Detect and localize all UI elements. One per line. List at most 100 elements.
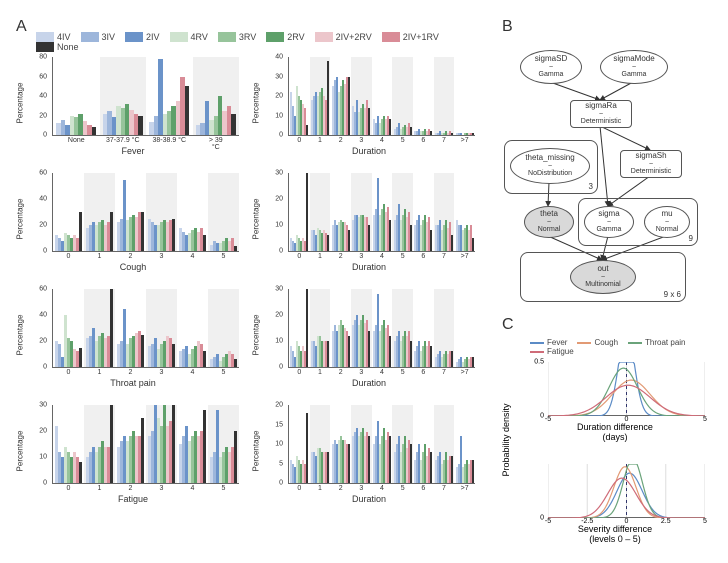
node-tilde: ~	[511, 163, 589, 171]
edge	[600, 82, 633, 100]
plot-area: -5-2.502.550	[548, 464, 705, 518]
plate-label: 9	[689, 234, 693, 243]
node-tilde: ~	[571, 274, 635, 282]
x-tick-label: 2.5	[661, 518, 671, 525]
x-tick-label: 1	[318, 369, 322, 376]
node-sigmaMode: sigmaMode~Gamma	[600, 50, 668, 84]
x-tick-label: 5	[401, 369, 405, 376]
node-dist: Gamma	[585, 226, 633, 234]
x-tick-label: 5	[703, 518, 707, 525]
y-axis-label: Percentage	[16, 315, 25, 356]
node-theta_missing: theta_missing~NoDistribution	[510, 148, 590, 184]
bar	[306, 413, 308, 483]
node-dist: Normal	[645, 226, 689, 234]
y-axis-label: Percentage	[16, 431, 25, 472]
node-tilde: ~	[621, 161, 681, 169]
density-sev: -5-2.502.550Severity difference(levels 0…	[520, 462, 710, 532]
x-tick-label: 6	[421, 369, 425, 376]
legend-label: Throat pain	[645, 338, 685, 347]
y-tick-label: 0	[43, 364, 47, 371]
x-tick-label: 0	[297, 369, 301, 376]
bar	[348, 444, 350, 483]
panel-c-ylabel: Probability density	[501, 403, 511, 476]
x-tick-label: 0	[67, 369, 71, 376]
node-tilde: ~	[571, 111, 631, 119]
x-tick-label: 5	[401, 485, 405, 492]
x-tick-label: -5	[545, 416, 551, 423]
x-tick-label: -5	[545, 518, 551, 525]
y-axis-label: Percentage	[252, 431, 261, 472]
x-tick-label: 1	[98, 369, 102, 376]
bar	[368, 436, 370, 483]
y-tick-label: 30	[39, 402, 47, 409]
node-tilde: ~	[521, 64, 581, 72]
legend-item: Cough	[577, 338, 618, 347]
node-dist: Multinomial	[571, 281, 635, 289]
x-tick-label: 2	[339, 369, 343, 376]
node-title: sigmaSh	[621, 152, 681, 161]
y-tick-label: 15	[275, 421, 283, 428]
bar	[472, 460, 474, 483]
legend-label: Fever	[547, 338, 567, 347]
bar-group	[115, 405, 146, 483]
node-sigma: sigma~Gamma	[584, 206, 634, 238]
bar	[348, 336, 350, 367]
bar-group	[289, 405, 310, 483]
bar-group	[351, 405, 372, 483]
bar-group	[146, 405, 177, 483]
density-canvas	[548, 362, 705, 416]
legend-item: Fever	[530, 338, 567, 347]
node-dist: Normal	[525, 226, 573, 234]
bar	[172, 405, 175, 483]
y-axis-label: Percentage	[252, 315, 261, 356]
chart-fatigue_d: PercentageDuration0510152001234567>7	[258, 400, 480, 502]
bar	[472, 357, 474, 367]
y-tick-label: 0	[540, 413, 544, 420]
node-mu: mu~Normal	[644, 206, 690, 238]
legend-item: Fatigue	[530, 347, 574, 356]
x-axis-label: Duration	[352, 378, 386, 388]
bar	[451, 351, 453, 367]
bar	[141, 335, 144, 368]
y-tick-label: 20	[39, 428, 47, 435]
bar-group	[208, 405, 239, 483]
bar-group	[53, 405, 84, 483]
legend-line	[628, 342, 642, 344]
bar	[368, 331, 370, 367]
y-tick-label: 10	[39, 454, 47, 461]
edge	[550, 82, 600, 100]
x-tick-label: 4	[380, 485, 384, 492]
plate-label: 3	[589, 182, 593, 191]
bar	[410, 444, 412, 483]
node-dist: Deterministic	[621, 168, 681, 176]
node-title: sigma	[585, 210, 633, 219]
bar	[79, 462, 82, 483]
panel-b-diagram: 399 x 6sigmaSD~GammasigmaMode~Gammasigma…	[0, 0, 728, 320]
x-tick-label: 5	[222, 485, 226, 492]
x-tick-label: 2	[129, 369, 133, 376]
y-tick-label: 0	[279, 364, 283, 371]
node-title: theta_missing	[511, 154, 589, 163]
bar	[79, 348, 82, 368]
y-tick-label: 10	[275, 338, 283, 345]
x-tick-label: 3	[359, 369, 363, 376]
x-tick-label: 0	[297, 485, 301, 492]
x-tick-label: 3	[359, 485, 363, 492]
node-tilde: ~	[585, 219, 633, 227]
node-out: out~Multinomial	[570, 260, 636, 294]
x-axis-label: Throat pain	[110, 378, 156, 388]
x-tick-label: 5	[222, 369, 226, 376]
bar	[141, 418, 144, 483]
bar-group	[434, 405, 455, 483]
x-tick-label: >7	[461, 485, 469, 492]
y-tick-label: 20	[275, 402, 283, 409]
node-tilde: ~	[601, 64, 667, 72]
bar	[172, 344, 175, 367]
node-theta: theta~Normal	[524, 206, 574, 238]
node-tilde: ~	[645, 219, 689, 227]
node-title: sigmaRa	[571, 102, 631, 111]
y-tick-label: 0	[540, 515, 544, 522]
node-title: sigmaSD	[521, 55, 581, 64]
y-tick-label: 0.5	[534, 359, 544, 366]
y-tick-label: 0	[279, 480, 283, 487]
